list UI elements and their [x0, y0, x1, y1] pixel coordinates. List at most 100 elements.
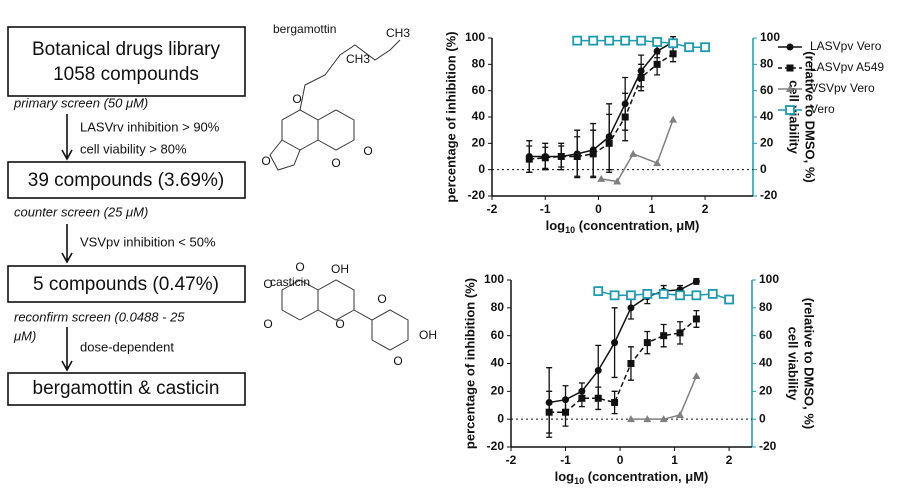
marker	[669, 50, 677, 58]
y-tick-label: 80	[472, 57, 486, 71]
marker	[627, 304, 635, 312]
marker	[786, 64, 794, 72]
arrows	[61, 114, 73, 372]
x-tick-label: 1	[671, 453, 678, 467]
y-tick-label: -20	[468, 188, 486, 202]
atom-label: O	[263, 317, 272, 331]
ring	[281, 109, 319, 151]
x-label-part: 10	[574, 476, 584, 486]
marker	[724, 294, 734, 305]
x-tick-label: 1	[648, 202, 655, 216]
marker	[572, 35, 583, 46]
y2-tick-label: 60	[759, 328, 773, 342]
y-axis-label: percentage of inhibition (%)	[443, 31, 458, 202]
marker	[643, 339, 651, 347]
step-text: μM)	[13, 328, 36, 343]
x-label-part: log	[546, 218, 566, 233]
marker	[642, 289, 653, 299]
x-tick-label: -2	[487, 202, 498, 216]
y2-tick-label: 100	[760, 30, 780, 44]
x-tick-label: -1	[560, 453, 571, 467]
atom-label: CH3	[386, 26, 410, 40]
ring	[353, 309, 409, 351]
marker	[668, 38, 679, 49]
x-tick-label: 0	[617, 453, 624, 467]
atom-label: OH	[331, 262, 349, 276]
marker	[589, 150, 597, 158]
x-tick-label: 0	[595, 202, 602, 216]
marker	[660, 332, 668, 340]
molecule-name: bergamottin	[273, 22, 336, 36]
x-tick-label: 2	[702, 202, 709, 216]
y2-axis-label: cell viability	[787, 80, 802, 154]
y-axis-label: percentage of inhibition (%)	[462, 278, 477, 449]
y2-tick-label: 80	[760, 57, 774, 71]
filter-text: VSVpv inhibition < 50%	[80, 234, 216, 249]
x-axis-label: log10 (concentration, μM)	[546, 218, 700, 235]
marker	[541, 154, 549, 162]
series-line	[529, 53, 674, 160]
marker	[692, 315, 700, 323]
y-tick-label: 60	[472, 83, 486, 97]
y2-tick-label: 100	[759, 272, 779, 286]
y-tick-label: 20	[491, 384, 505, 398]
marker	[578, 394, 586, 402]
marker	[545, 408, 553, 416]
legend-label: LASVpv A549	[810, 60, 884, 74]
marker	[652, 37, 663, 47]
marker	[786, 85, 794, 92]
marker	[593, 286, 604, 297]
y2-axis-label: (relative to DMSO, %)	[803, 51, 818, 182]
atom-label: O	[292, 92, 301, 106]
box	[7, 372, 246, 406]
x-label-part: (concentration, μM)	[575, 218, 699, 233]
y-tick-label: 100	[465, 30, 485, 44]
marker	[629, 149, 638, 157]
y-tick-label: 80	[491, 300, 505, 314]
atom-label: CH3	[346, 52, 370, 66]
marker	[658, 289, 669, 299]
marker	[659, 415, 668, 423]
marker	[573, 153, 581, 160]
marker	[626, 415, 635, 423]
marker	[653, 159, 662, 167]
marker	[525, 155, 533, 163]
marker	[588, 35, 599, 46]
marker	[785, 105, 795, 115]
marker	[675, 290, 685, 301]
marker	[707, 289, 718, 299]
marker	[609, 290, 620, 301]
atom-label: OH	[419, 328, 437, 342]
box-text: 1058 compounds	[53, 64, 199, 85]
y2-tick-label: 20	[760, 136, 774, 150]
ring	[269, 139, 301, 171]
y-tick-label: 40	[472, 109, 486, 123]
legend-label: VSVpv Vero	[810, 81, 875, 95]
marker	[692, 277, 700, 285]
marker	[669, 115, 678, 123]
marker	[594, 394, 602, 402]
marker	[643, 415, 652, 423]
y-tick-label: 20	[472, 136, 486, 150]
marker	[611, 339, 619, 347]
marker	[620, 35, 631, 46]
flowchart	[7, 26, 246, 406]
atom-label: O	[393, 354, 402, 368]
y-tick-label: 0	[497, 411, 504, 425]
marker	[637, 74, 645, 81]
y-tick-label: 60	[491, 328, 505, 342]
y2-tick-label: 0	[760, 162, 767, 176]
legend-label: LASVpv Vero	[810, 39, 882, 53]
box	[7, 265, 246, 303]
ring	[317, 279, 355, 321]
marker	[611, 398, 619, 406]
y2-tick-label: 0	[759, 411, 766, 425]
box-text: Botanical drugs library	[32, 39, 220, 60]
marker	[627, 360, 635, 367]
y-tick-label: 100	[484, 272, 504, 286]
box-text: bergamottin & casticin	[33, 378, 220, 399]
marker	[676, 410, 685, 418]
series-line	[549, 280, 697, 404]
x-label-part: 10	[565, 225, 575, 235]
